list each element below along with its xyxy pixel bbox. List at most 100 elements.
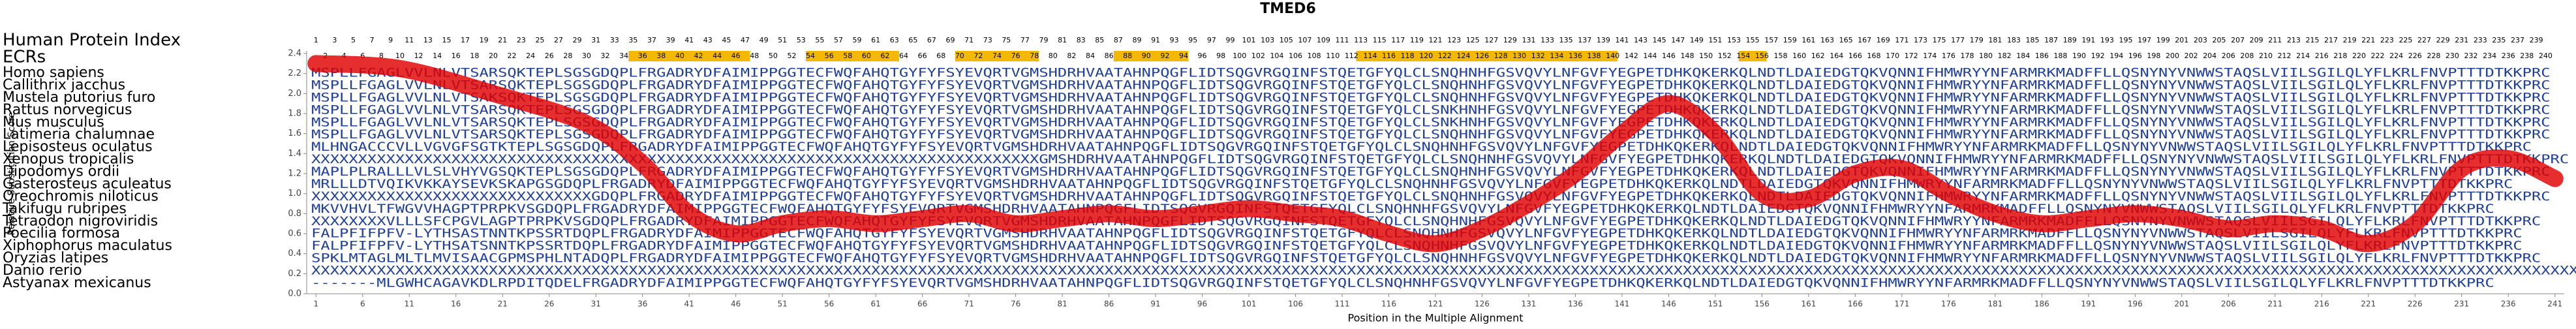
- position-index: 188: [2053, 52, 2067, 60]
- position-index: 175: [1933, 36, 1946, 44]
- position-index: 87: [1114, 36, 1123, 44]
- ecr-label: ECRs: [3, 48, 46, 67]
- species-name: Mus musculus: [3, 114, 104, 131]
- position-index: 47: [741, 36, 750, 44]
- y-tick-label: 0.2: [288, 269, 301, 279]
- position-index: 205: [2212, 36, 2226, 44]
- position-index: 58: [843, 52, 852, 60]
- position-index: 157: [1764, 36, 1778, 44]
- position-index: 45: [722, 36, 731, 44]
- position-index: 41: [684, 36, 694, 44]
- x-axis-label: Position in the Multiple Alignment: [1347, 312, 1523, 324]
- position-index: 94: [1179, 52, 1188, 60]
- position-index: 51: [778, 36, 787, 44]
- position-index: 208: [2240, 52, 2254, 60]
- position-index: 233: [2474, 36, 2487, 44]
- position-index: 204: [2203, 52, 2216, 60]
- x-tick-label: 31: [591, 300, 601, 309]
- x-tick-label: 226: [2408, 300, 2423, 309]
- position-index: 98: [1216, 52, 1225, 60]
- ecr-box: [1113, 51, 1189, 61]
- sequence: MSPLLFGAGLVVLNLVTSARSQKTEPLSGSGDQPLFRGAD…: [311, 102, 2550, 117]
- position-index: 108: [1308, 52, 1321, 60]
- position-index: 235: [2492, 36, 2506, 44]
- sequence: MSPLLFGAGLVVLNLVTSARSQKTEPLSGSGDQPLFRGAD…: [311, 66, 2550, 80]
- position-index: 95: [1188, 36, 1197, 44]
- species-name: Poecilia formosa: [3, 225, 120, 242]
- position-index: 219: [2343, 36, 2357, 44]
- x-tick-label: 216: [2314, 300, 2329, 309]
- position-index: 221: [2361, 36, 2375, 44]
- position-index: 68: [936, 52, 945, 60]
- y-tick-label: 0.8: [288, 209, 301, 219]
- position-index: 135: [1559, 36, 1573, 44]
- y-tick-label: 0.6: [288, 229, 301, 239]
- position-index: 32: [601, 52, 610, 60]
- x-tick-label: 221: [2361, 300, 2376, 309]
- x-tick-label: 191: [2081, 300, 2096, 309]
- position-index: 153: [1727, 36, 1741, 44]
- position-index: 96: [1198, 52, 1207, 60]
- position-index: 44: [713, 52, 722, 60]
- position-index: 132: [1531, 52, 1545, 60]
- species-name: Danio rerio: [3, 262, 82, 279]
- position-index: 50: [769, 52, 778, 60]
- position-index: 176: [1942, 52, 1955, 60]
- position-index: 9: [388, 36, 393, 44]
- position-index: 99: [1225, 36, 1234, 44]
- position-index: 215: [2305, 36, 2319, 44]
- position-index: 129: [1503, 36, 1517, 44]
- position-index: 209: [2250, 36, 2263, 44]
- position-index: 194: [2109, 52, 2123, 60]
- position-index: 83: [1077, 36, 1086, 44]
- species-name: Rattus norvegicus: [3, 102, 132, 118]
- position-index: 131: [1522, 36, 1535, 44]
- position-index: 70: [955, 52, 964, 60]
- x-tick-label: 136: [1568, 300, 1583, 309]
- position-index: 224: [2389, 52, 2403, 60]
- position-index: 154: [1736, 52, 1750, 60]
- position-index: 90: [1142, 52, 1151, 60]
- position-index: 177: [1951, 36, 1965, 44]
- position-index: 191: [2081, 36, 2095, 44]
- position-index: 81: [1058, 36, 1067, 44]
- position-index: 193: [2100, 36, 2114, 44]
- y-tick-label: 2.4: [288, 49, 301, 59]
- sequence: MSPLLFGAGLVVLNLVTSARSQKTEPLSGSGDQPLFRGAD…: [311, 78, 2550, 92]
- x-tick-label: 46: [731, 300, 741, 309]
- x-tick-label: 171: [1894, 300, 1909, 309]
- position-index: 92: [1160, 52, 1169, 60]
- position-index: 196: [2128, 52, 2142, 60]
- position-index: 119: [1410, 36, 1424, 44]
- x-tick-label: 166: [1848, 300, 1863, 309]
- position-index: 72: [974, 52, 983, 60]
- position-index: 195: [2119, 36, 2133, 44]
- position-index: 120: [1419, 52, 1433, 60]
- y-tick-label: 1.2: [288, 169, 301, 179]
- sequence: SPKLMTAGLMLTLMVISAACGPMSPHLNTADQPLFRGADR…: [311, 251, 2541, 266]
- position-index: 56: [825, 52, 834, 60]
- position-index: 117: [1391, 36, 1405, 44]
- y-tick-label: 2.0: [288, 89, 301, 99]
- y-tick-label: 0.0: [288, 289, 301, 299]
- ecr-box: [1738, 51, 1767, 61]
- position-index: 184: [2016, 52, 2030, 60]
- position-index: 216: [2315, 52, 2329, 60]
- x-tick-label: 186: [2034, 300, 2049, 309]
- position-index: 210: [2259, 52, 2273, 60]
- position-index: 40: [675, 52, 684, 60]
- sequence: MLHNGACCCVLLVGVGFSGTKTEPLSGSGDQPLFRGADRY…: [311, 140, 2532, 154]
- y-tick-label: 1.6: [288, 129, 301, 138]
- position-index: 82: [1067, 52, 1076, 60]
- position-index: 115: [1373, 36, 1387, 44]
- x-tick-label: 111: [1335, 300, 1350, 309]
- ecr-box: [628, 51, 750, 61]
- position-index: 106: [1289, 52, 1302, 60]
- x-tick-label: 76: [1011, 300, 1020, 309]
- sequence: MSPLLFGAGLVVLNLVTSARSQKTEPLSGSGDQPLFRGAD…: [311, 127, 2550, 142]
- position-index: 139: [1597, 36, 1610, 44]
- position-index: 145: [1653, 36, 1666, 44]
- position-index: 85: [1095, 36, 1104, 44]
- position-index: 3: [332, 36, 337, 44]
- position-index: 123: [1447, 36, 1461, 44]
